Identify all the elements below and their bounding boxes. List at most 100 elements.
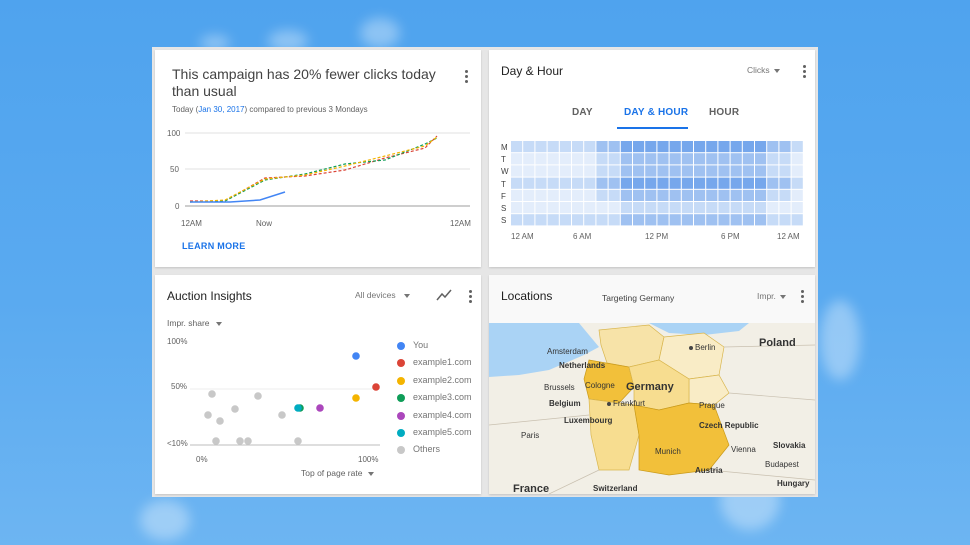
tab-day[interactable]: DAY — [572, 107, 593, 118]
heatmap-cell[interactable] — [694, 214, 706, 226]
trend-icon[interactable] — [436, 289, 452, 301]
heatmap-cell[interactable] — [681, 189, 693, 201]
heatmap-cell[interactable] — [596, 141, 608, 153]
heatmap-cell[interactable] — [657, 214, 669, 226]
heatmap-cell[interactable] — [547, 214, 559, 226]
heatmap-cell[interactable] — [742, 189, 754, 201]
heatmap-cell[interactable] — [742, 165, 754, 177]
heatmap-cell[interactable] — [620, 202, 632, 214]
heatmap-cell[interactable] — [572, 177, 584, 189]
scatter-point[interactable] — [212, 437, 220, 445]
heatmap-cell[interactable] — [681, 141, 693, 153]
heatmap-cell[interactable] — [584, 189, 596, 201]
heatmap-cell[interactable] — [669, 177, 681, 189]
heatmap-cell[interactable] — [755, 214, 767, 226]
heatmap-cell[interactable] — [694, 189, 706, 201]
heatmap-cell[interactable] — [730, 165, 742, 177]
heatmap-cell[interactable] — [620, 153, 632, 165]
scatter-point[interactable] — [294, 437, 302, 445]
heatmap-cell[interactable] — [584, 202, 596, 214]
heatmap-cell[interactable] — [645, 177, 657, 189]
heatmap-cell[interactable] — [535, 189, 547, 201]
heatmap-cell[interactable] — [511, 141, 523, 153]
scatter-point[interactable] — [236, 437, 244, 445]
scatter-point[interactable] — [278, 411, 286, 419]
heatmap-cell[interactable] — [657, 202, 669, 214]
scatter-point[interactable] — [244, 437, 252, 445]
heatmap-cell[interactable] — [620, 189, 632, 201]
heatmap-cell[interactable] — [730, 141, 742, 153]
scatter-point[interactable] — [254, 392, 262, 400]
x-axis-select[interactable]: Top of page rate — [301, 468, 375, 478]
legend-item[interactable]: example1.com — [397, 356, 472, 368]
heatmap-cell[interactable] — [535, 202, 547, 214]
heatmap-cell[interactable] — [547, 165, 559, 177]
heatmap-cell[interactable] — [742, 141, 754, 153]
heatmap-cell[interactable] — [511, 214, 523, 226]
heatmap-cell[interactable] — [559, 153, 571, 165]
heatmap-cell[interactable] — [657, 177, 669, 189]
legend-item[interactable]: You — [397, 339, 428, 351]
heatmap-cell[interactable] — [706, 141, 718, 153]
scatter-point[interactable] — [352, 352, 360, 360]
heatmap-cell[interactable] — [779, 189, 791, 201]
more-options-icon[interactable] — [465, 70, 469, 84]
heatmap-cell[interactable] — [547, 177, 559, 189]
heatmap-cell[interactable] — [694, 165, 706, 177]
heatmap-cell[interactable] — [633, 153, 645, 165]
heatmap-cell[interactable] — [767, 141, 779, 153]
heatmap-cell[interactable] — [633, 141, 645, 153]
heatmap-cell[interactable] — [779, 177, 791, 189]
heatmap-cell[interactable] — [718, 153, 730, 165]
heatmap-cell[interactable] — [633, 189, 645, 201]
heatmap-cell[interactable] — [572, 153, 584, 165]
heatmap-cell[interactable] — [791, 189, 803, 201]
heatmap-cell[interactable] — [620, 141, 632, 153]
scatter-point[interactable] — [294, 404, 302, 412]
heatmap-cell[interactable] — [730, 214, 742, 226]
heatmap-cell[interactable] — [742, 214, 754, 226]
heatmap-cell[interactable] — [523, 153, 535, 165]
heatmap-cell[interactable] — [596, 202, 608, 214]
heatmap-cell[interactable] — [620, 177, 632, 189]
more-options-icon[interactable] — [803, 65, 807, 79]
heatmap-cell[interactable] — [572, 214, 584, 226]
heatmap-cell[interactable] — [559, 141, 571, 153]
heatmap-cell[interactable] — [645, 214, 657, 226]
heatmap-cell[interactable] — [645, 165, 657, 177]
heatmap-cell[interactable] — [547, 202, 559, 214]
heatmap-cell[interactable] — [523, 141, 535, 153]
learn-more-link[interactable]: LEARN MORE — [182, 241, 246, 251]
heatmap-cell[interactable] — [657, 165, 669, 177]
heatmap-cell[interactable] — [755, 141, 767, 153]
heatmap-cell[interactable] — [584, 177, 596, 189]
heatmap-cell[interactable] — [596, 153, 608, 165]
heatmap-cell[interactable] — [755, 177, 767, 189]
heatmap-cell[interactable] — [718, 141, 730, 153]
heatmap-cell[interactable] — [608, 189, 620, 201]
heatmap-cell[interactable] — [681, 202, 693, 214]
heatmap-cell[interactable] — [633, 202, 645, 214]
heatmap-cell[interactable] — [730, 177, 742, 189]
heatmap-cell[interactable] — [718, 189, 730, 201]
heatmap-cell[interactable] — [511, 202, 523, 214]
heatmap-cell[interactable] — [694, 177, 706, 189]
heatmap-cell[interactable] — [657, 189, 669, 201]
heatmap-cell[interactable] — [791, 177, 803, 189]
scatter-point[interactable] — [352, 394, 360, 402]
more-options-icon[interactable] — [801, 290, 805, 304]
heatmap-cell[interactable] — [645, 153, 657, 165]
heatmap-cell[interactable] — [523, 165, 535, 177]
heatmap-cell[interactable] — [535, 214, 547, 226]
heatmap-cell[interactable] — [608, 141, 620, 153]
heatmap-cell[interactable] — [596, 177, 608, 189]
heatmap-cell[interactable] — [755, 153, 767, 165]
heatmap-cell[interactable] — [669, 165, 681, 177]
tab-hour[interactable]: HOUR — [709, 107, 740, 118]
heatmap-cell[interactable] — [767, 165, 779, 177]
scatter-point[interactable] — [208, 390, 216, 398]
heatmap-cell[interactable] — [535, 153, 547, 165]
heatmap-cell[interactable] — [572, 202, 584, 214]
heatmap-cell[interactable] — [511, 153, 523, 165]
heatmap-cell[interactable] — [767, 153, 779, 165]
